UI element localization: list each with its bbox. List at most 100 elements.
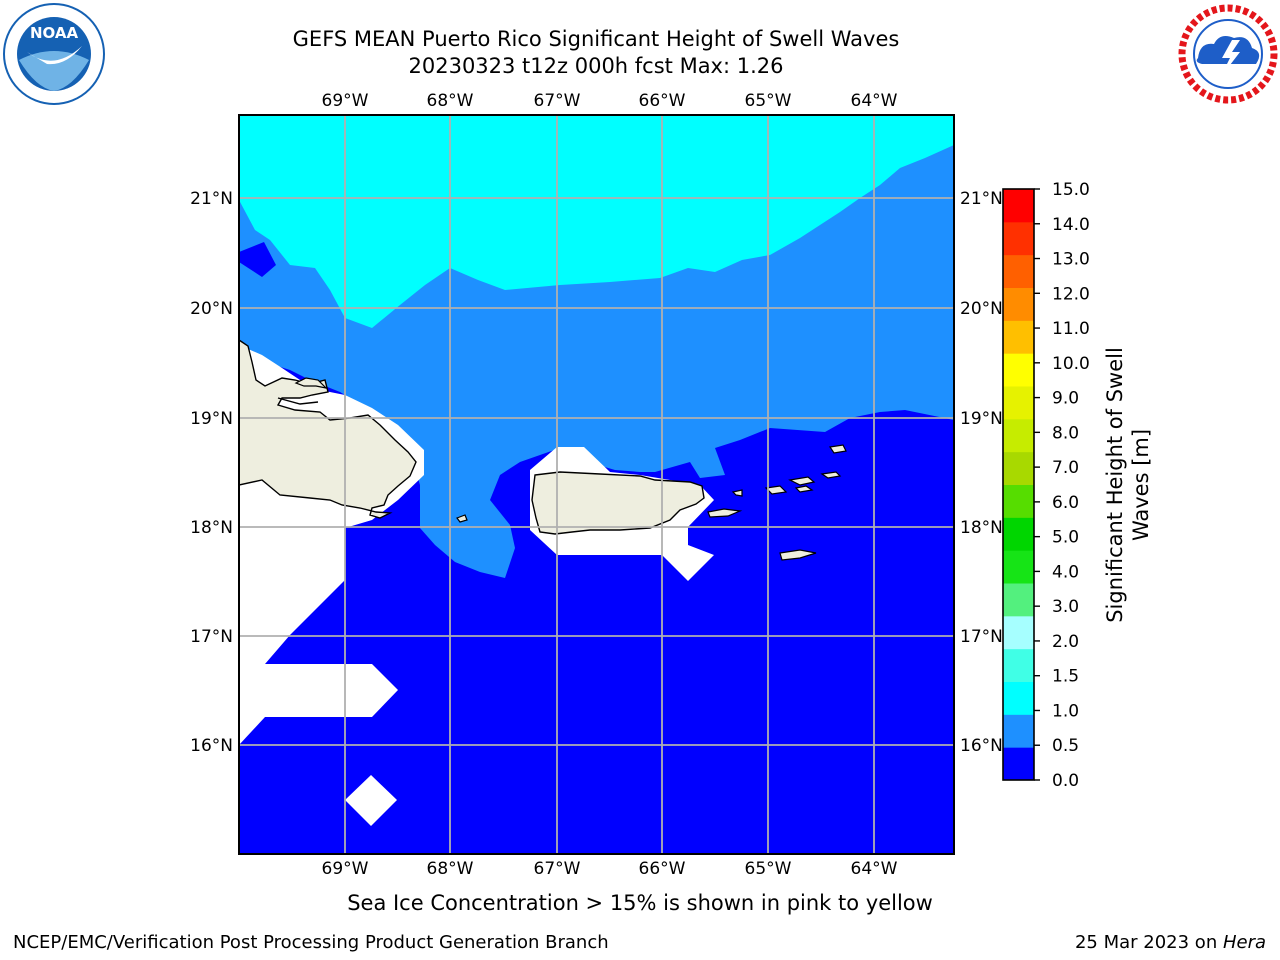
colorbar-tick-label: 8.0: [1052, 423, 1079, 443]
sea-ice-note: Sea Ice Concentration > 15% is shown in …: [347, 891, 933, 915]
colorbar-segment: [1003, 386, 1034, 420]
mask-south-2: [345, 775, 397, 826]
lon-labels-bottom: 69°W 68°W 67°W 66°W 65°W 64°W: [322, 859, 898, 879]
land-mona: [456, 514, 468, 523]
mask-south-1: [239, 664, 398, 745]
coast-hispaniola-bay: [277, 397, 319, 405]
colorbar-segment: [1003, 517, 1034, 551]
map-frame: [238, 114, 955, 855]
colorbar: [1003, 189, 1034, 781]
land-st-thomas: [764, 485, 788, 495]
colorbar-segment: [1003, 648, 1034, 682]
chart-title: GEFS MEAN Puerto Rico Significant Height…: [292, 27, 900, 51]
svg-text:68°W: 68°W: [427, 91, 474, 111]
svg-text:Significant Height of Swell: Significant Height of Swell: [1103, 347, 1127, 623]
land-anguilla: [828, 444, 847, 454]
svg-text:21°N: 21°N: [960, 189, 1003, 209]
colorbar-tick-label: 11.0: [1052, 319, 1090, 339]
svg-text:69°W: 69°W: [322, 91, 369, 111]
colorbar-tick-label: 4.0: [1052, 562, 1079, 582]
colorbar-tick-label: 10.0: [1052, 354, 1090, 374]
svg-text:16°N: 16°N: [190, 736, 233, 756]
lat-labels-right: 21°N 20°N 19°N 18°N 17°N 16°N: [960, 189, 1003, 756]
colorbar-segment: [1003, 353, 1034, 387]
colorbar-tick-label: 2.0: [1052, 632, 1079, 652]
colorbar-segment: [1003, 583, 1034, 617]
colorbar-tick-labels: 15.0 14.0 13.0 12.0 11.0 10.0 9.0 8.0 7.0 6.0 5.0 4…: [1034, 180, 1090, 791]
colorbar-segment: [1003, 550, 1034, 584]
lightning-icon: [1220, 40, 1240, 78]
land-vieques: [707, 508, 743, 518]
svg-text:67°W: 67°W: [534, 859, 581, 879]
footer-machine: Hera: [1222, 932, 1266, 953]
colorbar-label: Significant Height of Swell Waves [m]: [1103, 347, 1153, 623]
land-puertorico: [531, 471, 705, 535]
svg-text:19°N: 19°N: [960, 409, 1003, 429]
colorbar-frame: [1002, 188, 1035, 781]
land-anegada: [820, 471, 842, 479]
lon-labels-top: 69°W 68°W 67°W 66°W 65°W 64°W: [322, 91, 898, 111]
colorbar-segment: [1003, 221, 1034, 256]
svg-text:17°N: 17°N: [190, 627, 233, 647]
lat-labels-left: 21°N 20°N 19°N 18°N 17°N 16°N: [190, 189, 233, 756]
swell-patch-low: [239, 242, 276, 277]
swell-band-high: [239, 115, 954, 328]
colorbar-segment: [1003, 451, 1034, 485]
land-culebra: [731, 489, 743, 497]
colorbar-tick-label: 5.0: [1052, 528, 1079, 548]
land-st-croix: [779, 549, 817, 561]
colorbar-tick-label: 3.0: [1052, 597, 1079, 617]
svg-text:21°N: 21°N: [190, 189, 233, 209]
svg-text:64°W: 64°W: [851, 91, 898, 111]
svg-text:20°N: 20°N: [960, 299, 1003, 319]
svg-text:67°W: 67°W: [534, 91, 581, 111]
svg-text:68°W: 68°W: [427, 859, 474, 879]
svg-text:18°N: 18°N: [960, 518, 1003, 538]
svg-text:64°W: 64°W: [851, 859, 898, 879]
colorbar-tick-label: 1.5: [1052, 667, 1079, 687]
footer-credit: NCEP/EMC/Verification Post Processing Pr…: [13, 932, 609, 953]
nws-logo: [1178, 4, 1278, 104]
svg-text:Waves [m]: Waves [m]: [1129, 429, 1153, 541]
footer-date: 25 Mar 2023 on Hera: [1075, 932, 1266, 953]
colorbar-tick-label: 12.0: [1052, 284, 1090, 304]
colorbar-tick-label: 0.5: [1052, 736, 1079, 756]
gridlines: [239, 115, 954, 854]
colorbar-segment: [1003, 320, 1034, 354]
colorbar-tick-label: 6.0: [1052, 493, 1079, 513]
land-virgin-gorda: [794, 485, 814, 493]
svg-text:20°N: 20°N: [190, 299, 233, 319]
colorbar-segment: [1003, 714, 1034, 748]
land-tortuga: [294, 377, 328, 389]
colorbar-segment: [1003, 287, 1034, 321]
chart-subtitle: 20230323 t12z 000h fcst Max: 1.26: [408, 54, 784, 78]
svg-text:66°W: 66°W: [639, 859, 686, 879]
colorbar-segment: [1003, 189, 1034, 223]
svg-text:17°N: 17°N: [960, 627, 1003, 647]
svg-text:19°N: 19°N: [190, 409, 233, 429]
footer-date-text: 25 Mar 2023 on: [1074, 932, 1223, 953]
colorbar-tick-label: 14.0: [1052, 215, 1090, 235]
colorbar-tick-label: 9.0: [1052, 389, 1079, 409]
colorbar-segment: [1003, 254, 1034, 288]
svg-text:65°W: 65°W: [745, 859, 792, 879]
noaa-logo-text: NOAA: [30, 24, 79, 42]
colorbar-tick-label: 13.0: [1052, 250, 1090, 270]
svg-text:69°W: 69°W: [322, 859, 369, 879]
colorbar-segment: [1003, 484, 1034, 518]
colorbar-tick-label: 0.0: [1052, 771, 1079, 791]
land-tortola: [788, 476, 816, 486]
colorbar-tick-label: 1.0: [1052, 701, 1079, 721]
colorbar-tick-label: 7.0: [1052, 458, 1079, 478]
noaa-logo: NOAA: [3, 3, 105, 105]
colorbar-tick-label: 15.0: [1052, 180, 1090, 200]
svg-text:66°W: 66°W: [639, 91, 686, 111]
svg-text:65°W: 65°W: [745, 91, 792, 111]
colorbar-segment: [1003, 615, 1034, 650]
colorbar-segment: [1003, 747, 1034, 781]
seagull-icon: [27, 46, 82, 65]
svg-text:16°N: 16°N: [960, 736, 1003, 756]
svg-text:18°N: 18°N: [190, 518, 233, 538]
colorbar-segment: [1003, 418, 1034, 453]
